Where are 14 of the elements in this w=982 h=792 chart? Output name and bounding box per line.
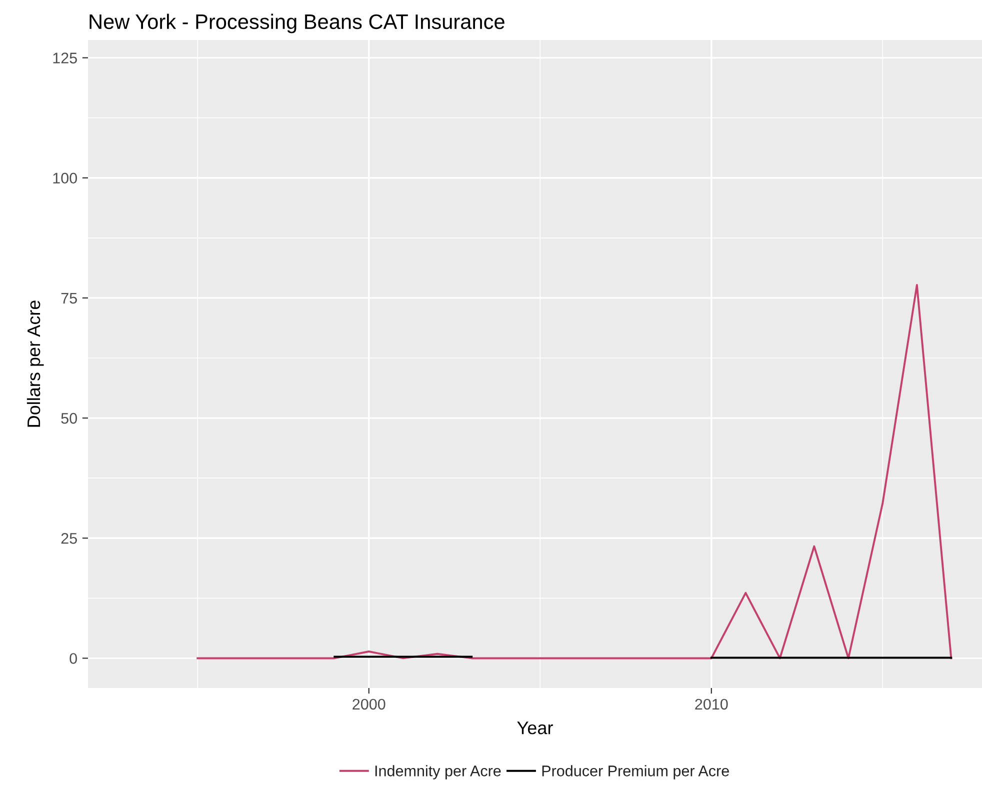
y-tick-label: 100 <box>53 172 77 184</box>
y-tick-label: 125 <box>53 52 77 64</box>
y-axis-title: Dollars per Acre <box>26 300 44 427</box>
line-series <box>196 284 952 660</box>
y-tick-label: 0 <box>70 653 77 664</box>
legend-label: Indemnity per Acre <box>375 765 501 780</box>
x-tick-label: 2010 <box>695 698 728 710</box>
y-tick-label: 25 <box>61 532 77 544</box>
x-tick-label: 2000 <box>352 698 386 710</box>
y-tick-label: 50 <box>61 412 77 424</box>
chart-title: New York - Processing Beans CAT Insurance <box>90 14 504 34</box>
x-axis-title: Year <box>517 722 553 734</box>
legend-label: Producer Premium per Acre <box>542 765 729 780</box>
y-tick-label: 75 <box>61 292 77 304</box>
